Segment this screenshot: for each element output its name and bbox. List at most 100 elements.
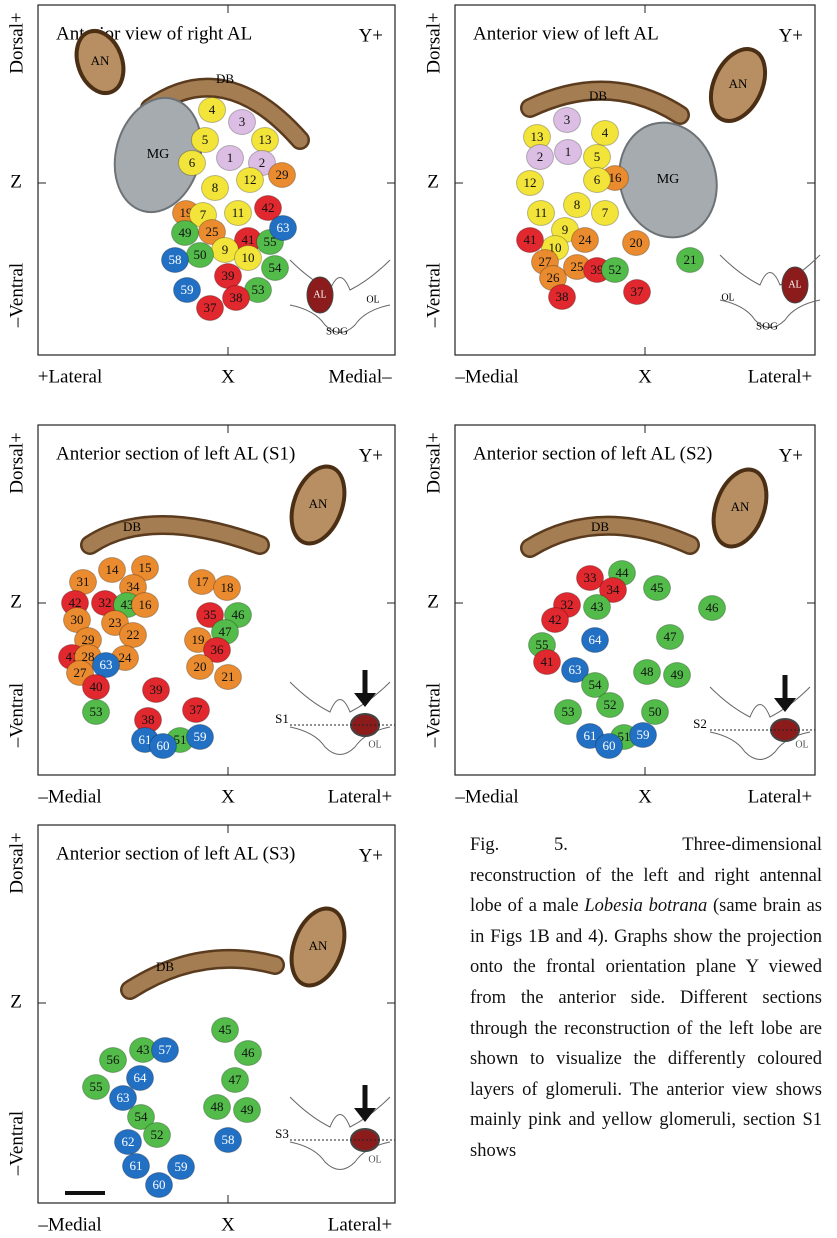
x-center-label: X bbox=[221, 1214, 235, 1235]
glomerulus-label: 42 bbox=[549, 612, 562, 627]
glomerulus-label: 52 bbox=[151, 1127, 164, 1142]
panel: Anterior section of left AL (S1) Y+ Dorsal… bbox=[6, 425, 395, 807]
ventral-label: –Ventral bbox=[423, 263, 444, 328]
dorsal-label: Dorsal+ bbox=[6, 832, 27, 893]
glomerulus-label: 61 bbox=[584, 728, 597, 743]
glomerulus-label: 35 bbox=[204, 607, 217, 622]
x-left-label: –Medial bbox=[454, 366, 518, 387]
glomerulus-label: 36 bbox=[211, 642, 225, 657]
dorsal-label: Dorsal+ bbox=[6, 12, 27, 73]
glomerulus-label: 30 bbox=[71, 612, 84, 627]
glomerulus-label: 60 bbox=[603, 738, 616, 753]
x-center-label: X bbox=[638, 786, 652, 807]
glomerulus-label: 47 bbox=[664, 629, 678, 644]
glomerulus-label: 43 bbox=[591, 599, 604, 614]
glomerulus-label: 59 bbox=[181, 282, 194, 297]
y-axis-label: Y+ bbox=[359, 25, 383, 46]
panel: Anterior view of left ALY+Dorsal+Z–Ventr… bbox=[423, 5, 820, 387]
glomerulus-label: 63 bbox=[100, 657, 113, 672]
glomerulus-label: 49 bbox=[241, 1102, 254, 1117]
panel: Anterior section of left AL (S3) Y+ Dorsal… bbox=[6, 825, 395, 1235]
structure-label: DB bbox=[591, 519, 609, 534]
structure-label: DB bbox=[123, 519, 141, 534]
glomerulus-label: 24 bbox=[579, 232, 593, 247]
ventral-label: –Ventral bbox=[6, 1111, 27, 1176]
dorsal-label: Dorsal+ bbox=[423, 12, 444, 73]
glomerulus-label: 53 bbox=[90, 704, 103, 719]
structure-label: DB bbox=[589, 88, 607, 103]
z-label: Z bbox=[10, 591, 22, 612]
inset-label: S3 bbox=[275, 1126, 289, 1141]
page: {"palette":{"pink":"#dcbde3","yellow":"#… bbox=[0, 0, 837, 1238]
dorsal-label: Dorsal+ bbox=[6, 432, 27, 493]
glomerulus-label: 6 bbox=[189, 155, 196, 170]
glomerulus-label: 48 bbox=[211, 1099, 224, 1114]
glomerulus-label: 47 bbox=[219, 624, 233, 639]
glomerulus-label: 4 bbox=[602, 125, 609, 140]
y-axis-label: Y+ bbox=[359, 445, 383, 466]
glomerulus-label: 21 bbox=[684, 252, 697, 267]
section-arrow bbox=[354, 693, 376, 707]
glomerulus-label: 20 bbox=[630, 235, 643, 250]
ventral-label: –Ventral bbox=[6, 683, 27, 748]
panel-title: Anterior section of left AL (S1) bbox=[56, 443, 295, 464]
z-label: Z bbox=[10, 171, 22, 192]
x-left-label: –Medial bbox=[37, 786, 101, 807]
inset-label: SOG bbox=[756, 321, 778, 333]
glomerulus-label: 21 bbox=[222, 669, 235, 684]
glomerulus-label: 58 bbox=[169, 252, 182, 267]
glomerulus-label: 33 bbox=[584, 570, 597, 585]
structure-label: AN bbox=[729, 76, 748, 91]
glomerulus-label: 53 bbox=[252, 282, 265, 297]
glomerulus-label: 12 bbox=[244, 172, 257, 187]
structure-label: MG bbox=[147, 147, 170, 162]
glomerulus-label: 1 bbox=[565, 144, 572, 159]
glomerulus-label: 63 bbox=[117, 1090, 130, 1105]
glomerulus-label: 38 bbox=[556, 289, 569, 304]
x-center-label: X bbox=[221, 786, 235, 807]
glomerulus-label: 29 bbox=[276, 167, 289, 182]
glomerulus-label: 58 bbox=[222, 1132, 235, 1147]
glomerulus-label: 26 bbox=[547, 270, 561, 285]
z-label: Z bbox=[427, 171, 439, 192]
x-center-label: X bbox=[221, 366, 235, 387]
glomerulus-label: 7 bbox=[200, 207, 207, 222]
glomerulus-label: 9 bbox=[562, 222, 569, 237]
inset-label: OL bbox=[795, 739, 808, 750]
glomerulus-label: 38 bbox=[230, 290, 243, 305]
glomerulus-label: 5 bbox=[202, 132, 209, 147]
inset-label: AL bbox=[313, 289, 326, 300]
glomerulus-label: 23 bbox=[109, 615, 122, 630]
species: Lobesia botrana bbox=[584, 896, 707, 916]
glomerulus-label: 63 bbox=[569, 662, 582, 677]
glomerulus-label: 2 bbox=[537, 149, 544, 164]
glomerulus-label: 48 bbox=[641, 664, 654, 679]
glomerulus-label: 5 bbox=[594, 149, 601, 164]
glomerulus-label: 46 bbox=[232, 607, 246, 622]
glomerulus-label: 50 bbox=[194, 247, 207, 262]
glomerulus-label: 64 bbox=[134, 1070, 148, 1085]
glomerulus-label: 3 bbox=[564, 112, 571, 127]
glomerulus-label: 31 bbox=[77, 574, 90, 589]
glomerulus-label: 38 bbox=[142, 712, 155, 727]
inset-outline bbox=[290, 1097, 390, 1127]
dorsal-label: Dorsal+ bbox=[423, 432, 444, 493]
glomerulus-label: 41 bbox=[242, 232, 255, 247]
caption: Fig. 5. Three-dimensional reconstruction… bbox=[470, 830, 822, 1167]
z-label: Z bbox=[427, 591, 439, 612]
structure-label: MG bbox=[657, 172, 680, 187]
x-right-label: Lateral+ bbox=[328, 786, 393, 807]
glomerulus-label: 10 bbox=[242, 250, 255, 265]
glomerulus-label: 25 bbox=[206, 224, 219, 239]
ventral-label: –Ventral bbox=[6, 263, 27, 328]
glomerulus-label: 3 bbox=[239, 114, 246, 129]
inset-label: OL bbox=[368, 1154, 381, 1165]
y-axis-label: Y+ bbox=[359, 845, 383, 866]
glomerulus-label: 41 bbox=[541, 654, 554, 669]
glomerulus-label: 54 bbox=[589, 677, 603, 692]
panel-title: Anterior section of left AL (S3) bbox=[56, 843, 295, 864]
structure-label: AN bbox=[309, 938, 328, 953]
x-left-label: –Medial bbox=[37, 1214, 101, 1235]
panel-title: Anterior section of left AL (S2) bbox=[473, 443, 712, 464]
glomerulus-label: 40 bbox=[90, 679, 103, 694]
